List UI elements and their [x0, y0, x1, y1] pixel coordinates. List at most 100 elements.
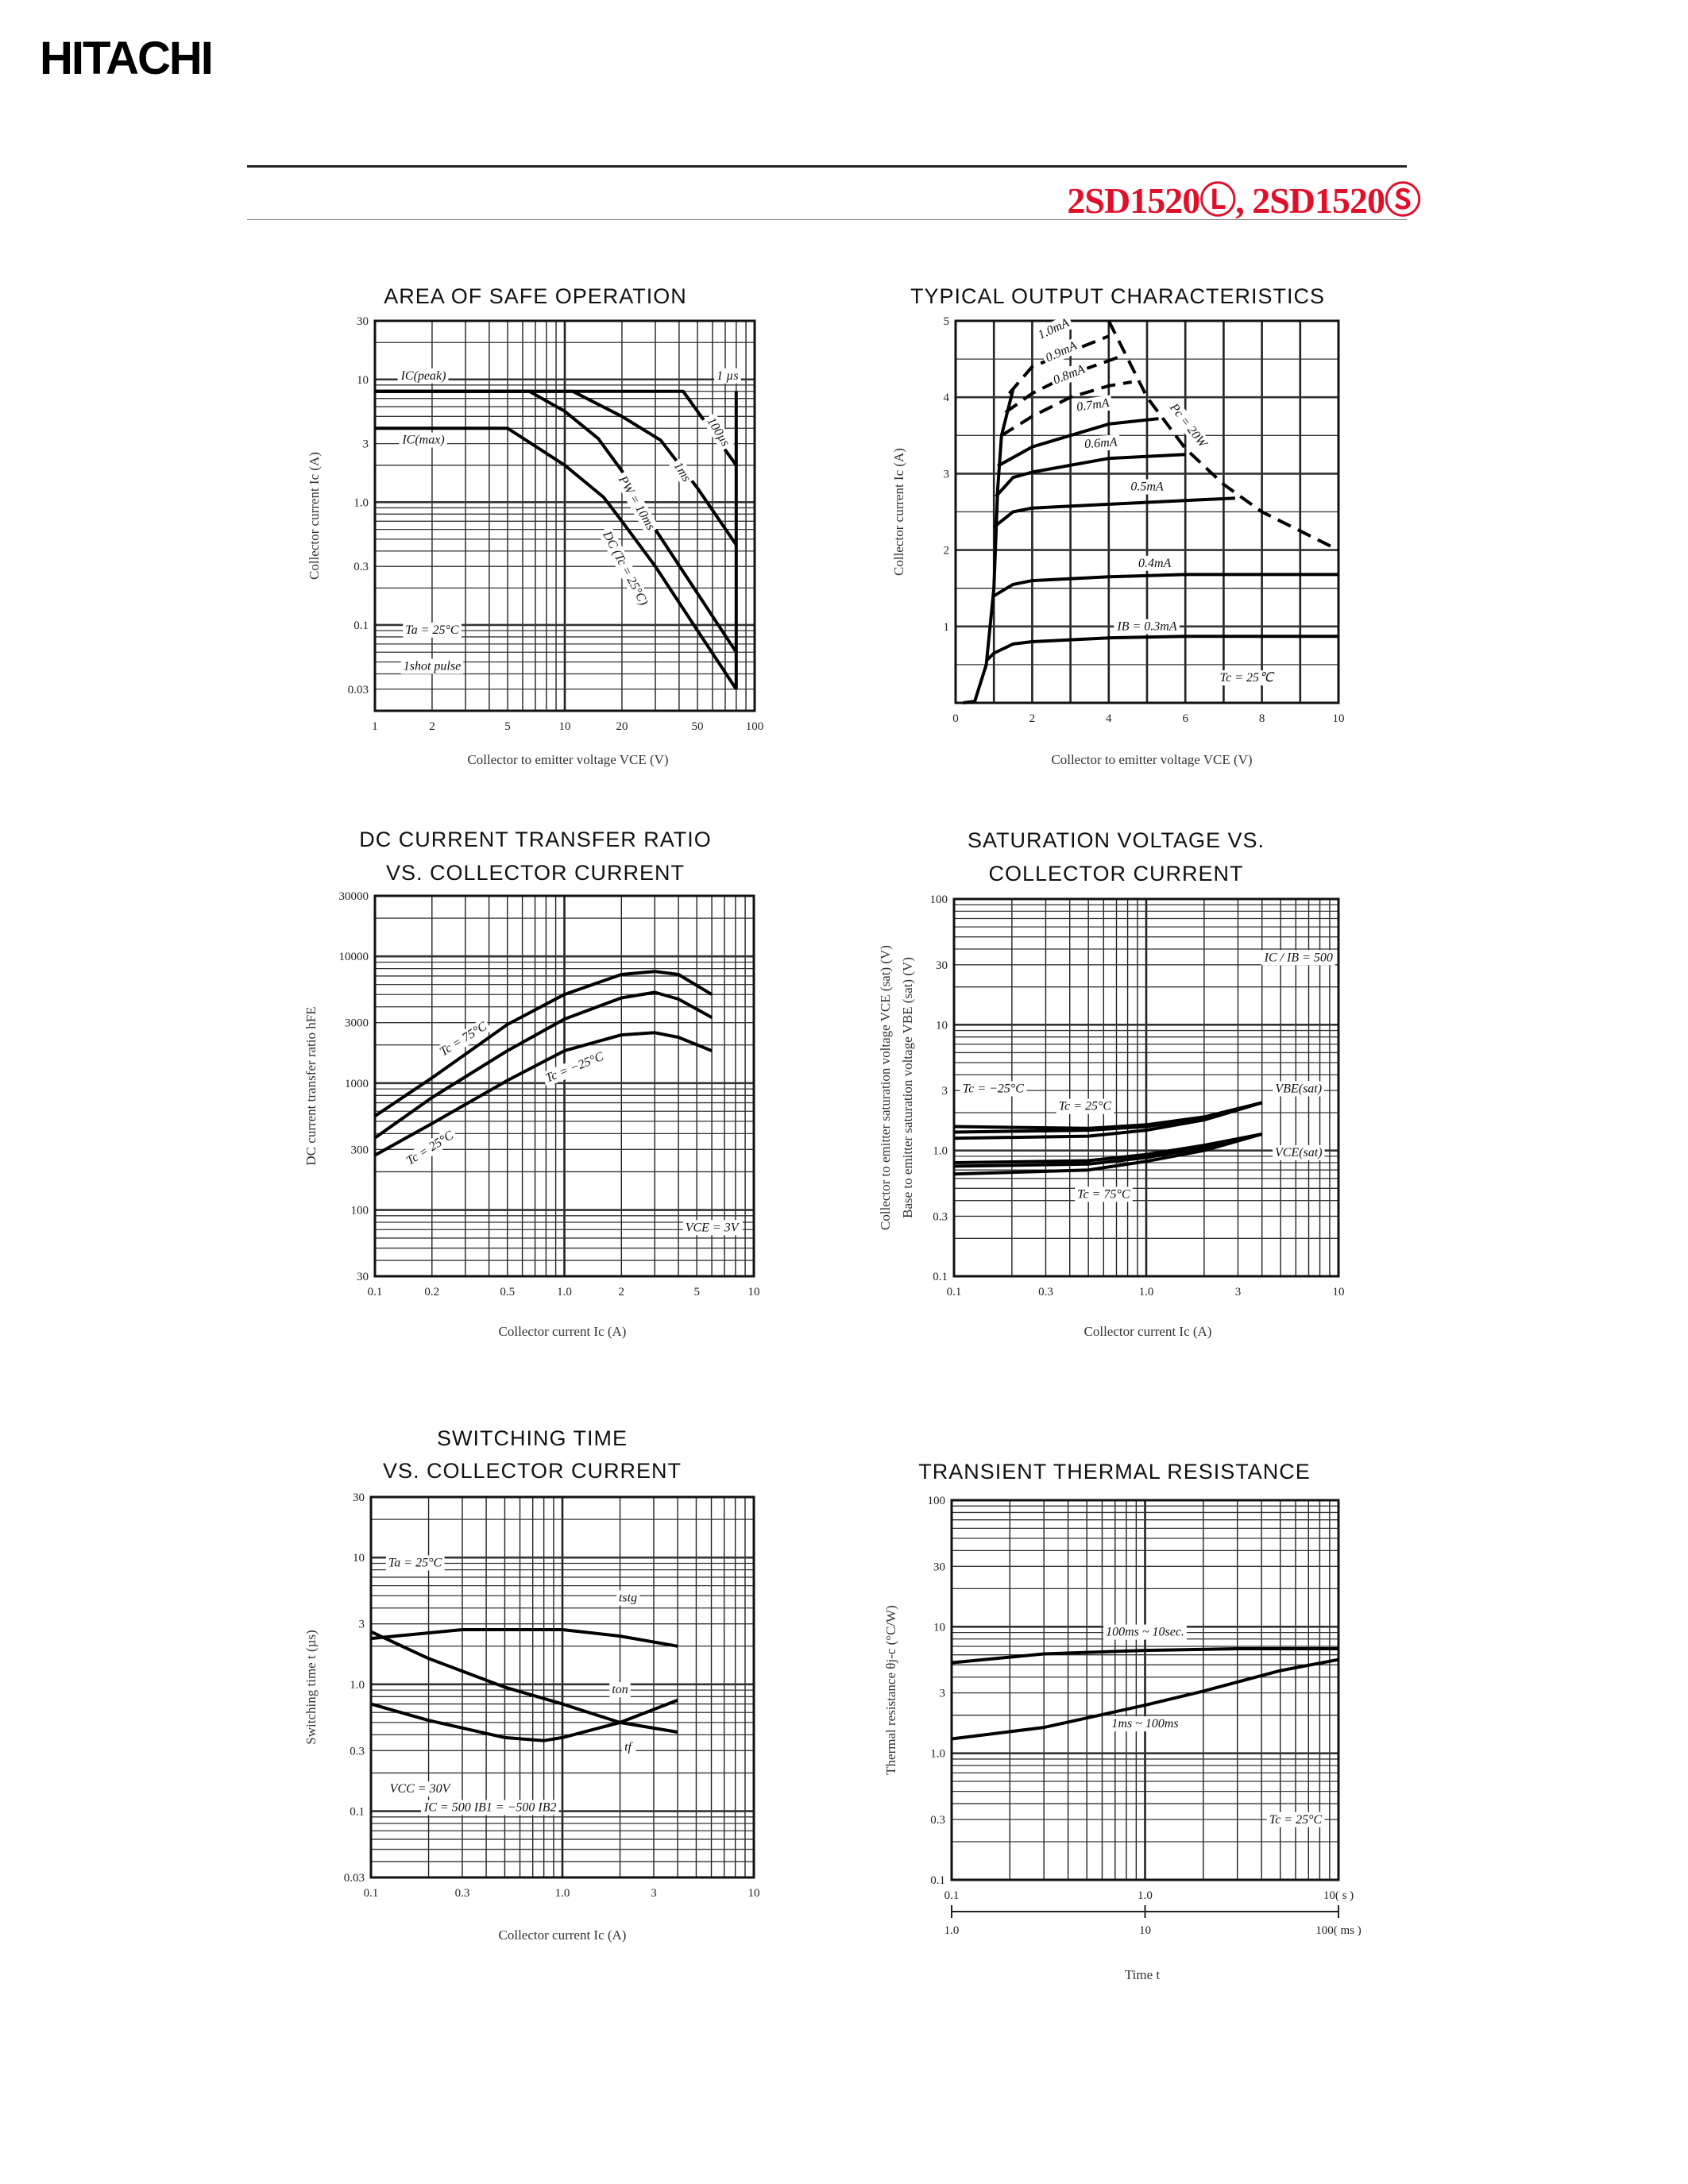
x-tick-label: 8	[1259, 712, 1265, 725]
y-tick-label: 30	[353, 1491, 365, 1504]
plot-frame	[954, 319, 1340, 704]
annotation-bg	[960, 1081, 1027, 1097]
series-line	[370, 1630, 678, 1734]
y-tick-label: 3	[942, 1085, 948, 1098]
header-rule-bottom	[247, 219, 1407, 220]
x-tick-label: 0.5	[500, 1286, 515, 1298]
annotation-bg	[1217, 670, 1277, 686]
x-tick-label: 10	[559, 720, 571, 733]
y-tick-label: 30	[357, 1271, 369, 1283]
chart-annotation: VBE(sat)	[1275, 1082, 1322, 1095]
x-tick-label: 20	[616, 720, 628, 733]
y-tick-label: 1	[944, 621, 950, 634]
chart-annotation: Tc = 25°C	[1269, 1813, 1323, 1827]
series-line	[992, 496, 1235, 529]
x-axis-label: Collector current Ic (A)	[499, 1927, 627, 1943]
y-tick-label: 0.03	[344, 1872, 365, 1885]
y-tick-label: 100	[930, 893, 948, 906]
chart-annotation: Ta = 25°C	[405, 623, 459, 637]
series-line	[370, 1628, 678, 1648]
chart-annotation: 1shot pulse	[404, 660, 461, 673]
x-tick-label: 0.3	[455, 1887, 470, 1900]
x-tick-label: 0.2	[424, 1286, 439, 1298]
x-tick-label: 0.1	[947, 1286, 962, 1298]
y-tick-label: 30	[936, 959, 948, 972]
x-secondary-tick-label: 10	[1139, 1924, 1151, 1937]
annotation-bg	[609, 1682, 631, 1698]
chart-6: TRANSIENT THERMAL RESISTANCE 0.1 1.0 10( s …	[883, 1460, 1362, 1982]
plot-frame	[950, 1499, 1340, 1881]
chart-annotation: 1ms ~ 100ms	[1111, 1717, 1178, 1731]
x-axis-label: Collector to emitter voltage VCE (V)	[467, 752, 668, 767]
chart-title: DC CURRENT TRANSFER RATIO	[359, 828, 712, 851]
chart-annotation: Tc = 25℃	[1220, 671, 1275, 685]
y-tick-label: 10	[936, 1019, 948, 1032]
series-line	[953, 1101, 1263, 1140]
x-tick-label: 0.1	[944, 1889, 960, 1902]
y-tick-label: 3000	[345, 1017, 369, 1030]
chart-annotation: 0.9mA	[1044, 339, 1080, 365]
y-tick-label: 1.0	[930, 1748, 945, 1761]
x-tick-label: 3	[1235, 1286, 1242, 1298]
chart-annotation: IC(max)	[401, 434, 444, 447]
annotation-bg	[401, 1126, 459, 1171]
y-tick-label: 3	[944, 468, 950, 480]
x-tick-label: 1.0	[555, 1887, 570, 1900]
part-number: 2SD1520Ⓛ, 2SD1520Ⓢ	[1067, 180, 1421, 221]
annotation-bg	[1103, 1624, 1187, 1640]
x-tick-label: 2	[1029, 712, 1036, 725]
x-tick-label: 10	[1333, 712, 1345, 725]
x-axis-label: Collector to emitter voltage VCE (V)	[1051, 752, 1252, 767]
chart-annotation: DC (Tc = 25°C)	[600, 528, 651, 608]
y-tick-label: 0.1	[350, 1806, 365, 1819]
x-tick-label: 0.1	[364, 1887, 379, 1900]
series-line	[951, 1657, 1339, 1741]
chart-annotation: Tc = 75°C	[1077, 1187, 1130, 1201]
y-tick-label: 5	[944, 315, 950, 328]
annotation-bg	[714, 368, 741, 384]
y-tick-label: 3	[363, 438, 369, 451]
annotation-bg	[1128, 479, 1166, 495]
x-tick-label: 5	[504, 720, 511, 733]
annotation-bg	[1272, 1144, 1325, 1160]
y-tick-label: 3	[359, 1619, 365, 1631]
x-tick-label: 10	[1333, 1286, 1345, 1298]
series-line	[953, 1133, 1263, 1176]
y-tick-label: 1000	[345, 1078, 369, 1090]
chart-3: DC CURRENT TRANSFER RATIO VS. COLLECTOR C…	[303, 828, 760, 1339]
x-tick-label: 50	[692, 720, 704, 733]
series-line	[375, 389, 738, 546]
y-axis-label: Collector to emitter saturation voltage …	[878, 945, 893, 1230]
x-axis-label: Time t	[1125, 1967, 1161, 1982]
y-tick-label: 300	[351, 1144, 369, 1156]
series-line	[963, 389, 1015, 704]
annotation-bg	[387, 1781, 454, 1797]
x-tick-label: 100	[746, 720, 764, 733]
x-tick-label: 0	[952, 712, 959, 725]
y-tick-label: 1.0	[353, 496, 369, 509]
chart-1: AREA OF SAFE OPERATION 1 2 5 10 20 50 100 30 10 3 1…	[307, 284, 763, 767]
annotation-bg	[1033, 314, 1075, 344]
x-tick-label: 1.0	[557, 1286, 572, 1298]
annotation-bg	[541, 1048, 608, 1087]
y-tick-label: 10	[933, 1621, 945, 1634]
annotation-bg	[1261, 950, 1335, 966]
chart-annotation: 100ms ~ 10sec.	[1106, 1626, 1184, 1639]
series-line	[997, 417, 1159, 468]
chart-annotation: Pc = 20W	[1166, 400, 1210, 451]
chart-title: TRANSIENT THERMAL RESISTANCE	[918, 1460, 1311, 1484]
y-tick-label: 0.1	[933, 1271, 948, 1283]
x-axis-label: Collector current Ic (A)	[499, 1324, 627, 1339]
chart-5: SWITCHING TIME VS. COLLECTOR CURRENT 0.1 0.…	[303, 1426, 760, 1943]
annotation-bg	[597, 526, 652, 611]
chart-annotation: VCE(sat)	[1275, 1146, 1323, 1160]
x-tick-label: 0.1	[368, 1286, 383, 1298]
y-tick-label: 10	[353, 1552, 365, 1565]
x-tick-label: 1.0	[1139, 1286, 1154, 1298]
y-axis-label: Collector current Ic (A)	[891, 448, 906, 576]
y-tick-label: 10000	[339, 951, 369, 963]
annotation-bg	[1164, 398, 1213, 454]
series-line	[375, 426, 738, 690]
x-tick-label: 2	[429, 720, 435, 733]
